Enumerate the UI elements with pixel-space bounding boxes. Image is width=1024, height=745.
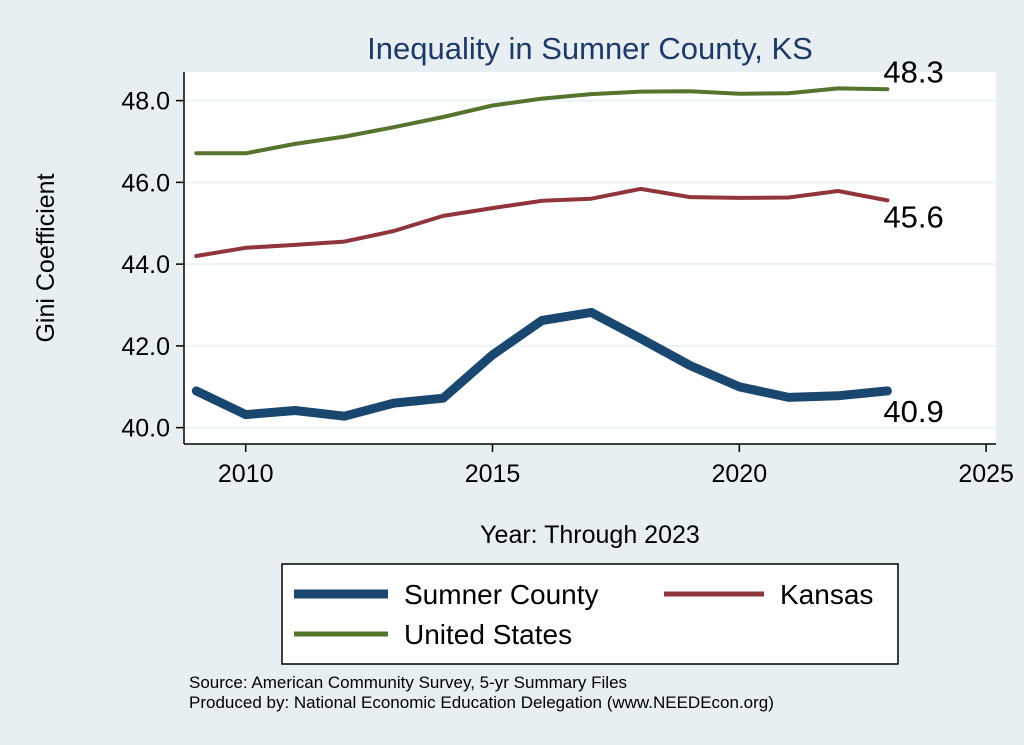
legend: Sumner County Kansas United States: [281, 563, 899, 665]
y-tick-label: 44.0: [121, 251, 170, 279]
produced-by-note: Produced by: National Economic Education…: [189, 693, 774, 712]
plot-area: [184, 72, 996, 444]
y-axis-label: Gini Coefficient: [32, 173, 60, 342]
y-tick-label: 48.0: [121, 88, 170, 116]
source-note: Source: American Community Survey, 5-yr …: [189, 673, 627, 692]
end-label-united-states: 48.3: [883, 54, 943, 89]
x-axis-label: Year: Through 2023: [480, 521, 700, 549]
axes: 40.0 42.0 44.0 46.0 48.0 2010 2015 2020 2025: [121, 72, 1014, 488]
y-tick-label: 40.0: [121, 415, 170, 443]
legend-label-sumner-county: Sumner County: [404, 579, 599, 610]
gridlines: [184, 99, 996, 429]
legend-label-united-states: United States: [404, 619, 572, 650]
series-line-united-states: [194, 86, 890, 156]
x-tick-label: 2015: [465, 460, 521, 488]
x-tick-label: 2020: [712, 460, 768, 488]
y-tick-label: 42.0: [121, 333, 170, 361]
series-line-sumner-county: [191, 307, 892, 421]
x-tick-label: 2010: [218, 460, 274, 488]
legend-box: [281, 563, 899, 665]
series-lines: 40.9 45.6 48.3: [191, 54, 944, 429]
end-label-sumner-county: 40.9: [883, 394, 943, 429]
series-line-kansas: [194, 186, 890, 258]
end-label-kansas: 45.6: [883, 199, 943, 234]
y-tick-label: 46.0: [121, 169, 170, 197]
legend-label-kansas: Kansas: [780, 579, 873, 610]
chart-title: Inequality in Sumner County, KS: [367, 31, 813, 66]
x-tick-label: 2025: [958, 460, 1014, 488]
